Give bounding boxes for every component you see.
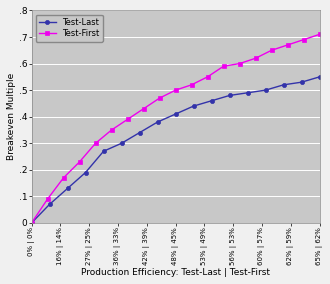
Test-First <box>285 43 289 47</box>
Test-First <box>302 38 306 41</box>
Test-First <box>221 64 225 68</box>
Test-First <box>270 49 274 52</box>
Test-First <box>317 33 321 36</box>
Test-First <box>157 96 161 100</box>
Test-Last <box>281 83 285 87</box>
Test-Last <box>317 75 321 79</box>
Test-Last <box>174 112 178 116</box>
Test-Last <box>246 91 249 95</box>
Test-Last <box>119 142 123 145</box>
Test-First <box>29 221 33 225</box>
Test-First <box>253 57 257 60</box>
Test-Last <box>155 120 159 124</box>
Test-Last <box>228 94 232 97</box>
Test-First <box>206 75 210 79</box>
Test-First <box>78 160 82 164</box>
Line: Test-Last: Test-Last <box>29 75 322 225</box>
Y-axis label: Breakeven Multiple: Breakeven Multiple <box>7 73 16 160</box>
Test-Last <box>300 80 304 84</box>
Test-First <box>174 88 178 92</box>
X-axis label: Production Efficiency: Test-Last | Test-First: Production Efficiency: Test-Last | Test-… <box>81 268 270 277</box>
Test-Last <box>264 88 268 92</box>
Test-First <box>93 142 97 145</box>
Legend: Test-Last, Test-First: Test-Last, Test-First <box>36 14 103 42</box>
Test-Last <box>48 203 51 206</box>
Test-Last <box>210 99 214 103</box>
Test-First <box>142 107 146 110</box>
Test-Last <box>102 150 106 153</box>
Test-Last <box>66 187 70 190</box>
Test-First <box>189 83 193 87</box>
Test-First <box>125 118 129 121</box>
Test-First <box>61 176 65 179</box>
Test-First <box>110 128 114 132</box>
Test-Last <box>29 221 33 225</box>
Test-First <box>46 197 50 201</box>
Test-Last <box>138 131 142 134</box>
Test-Last <box>83 171 87 174</box>
Test-Last <box>191 105 195 108</box>
Test-First <box>238 62 242 65</box>
Line: Test-First: Test-First <box>29 32 322 225</box>
